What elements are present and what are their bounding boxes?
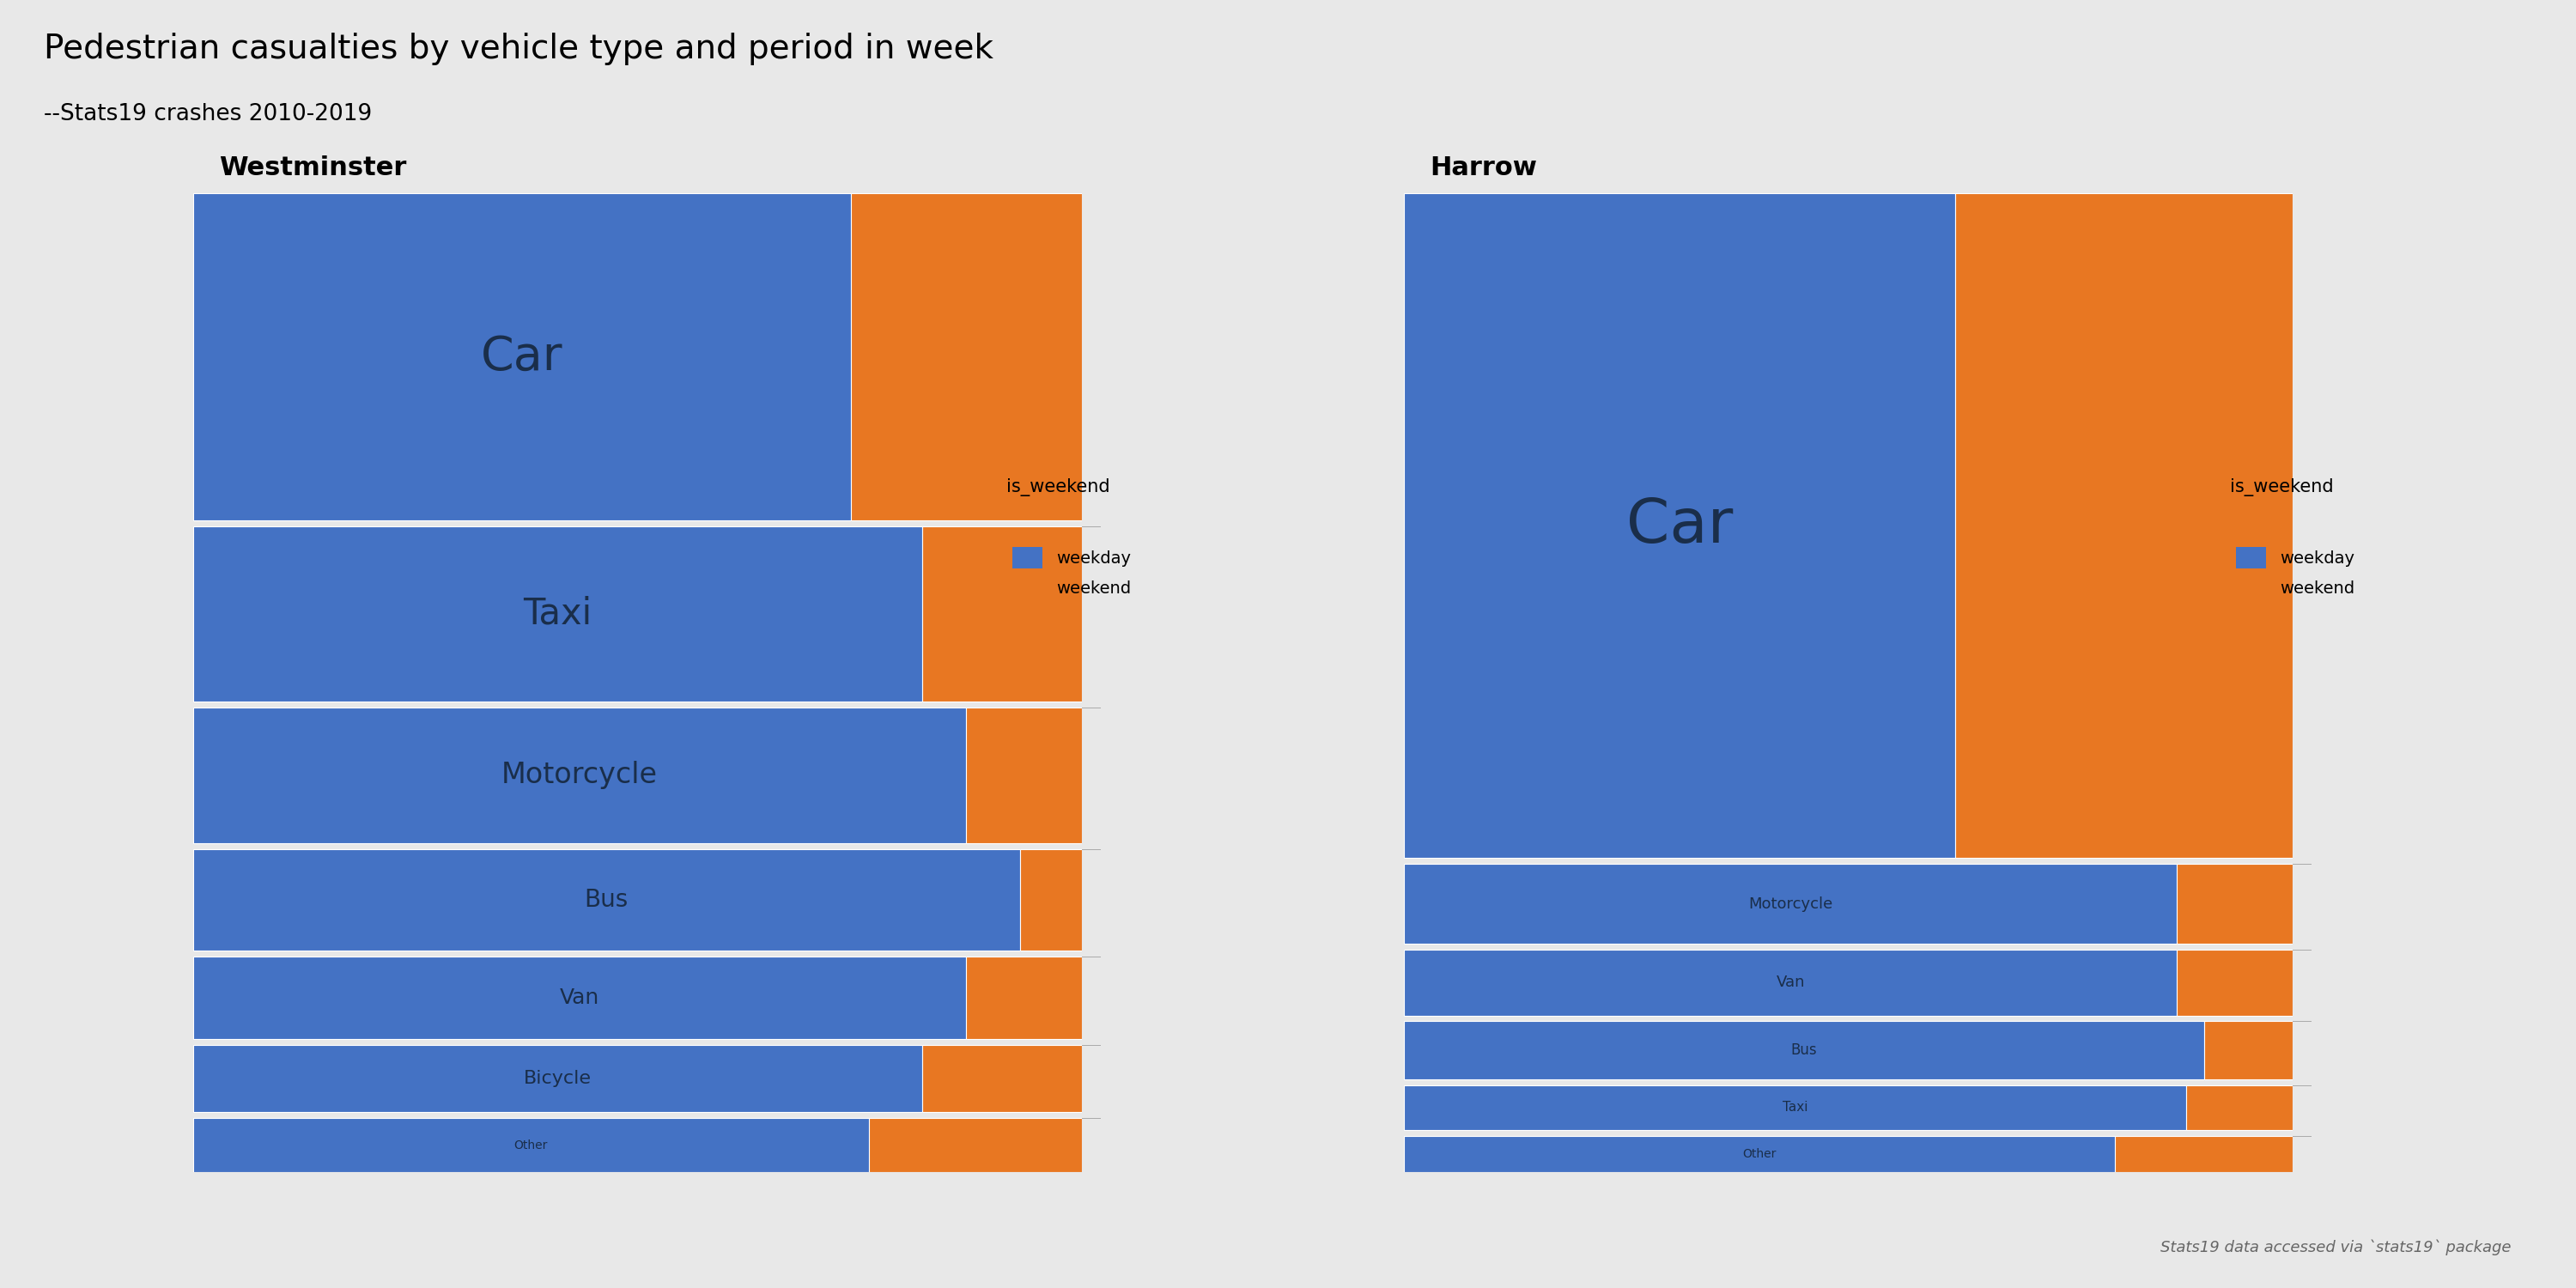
Legend: weekday, weekend: weekday, weekend	[1007, 540, 1139, 605]
Bar	[193, 707, 966, 844]
Bar	[2177, 864, 2293, 944]
Bar	[1404, 193, 1955, 858]
Bar	[966, 957, 1082, 1039]
Bar	[922, 1045, 1082, 1113]
Text: is_weekend: is_weekend	[2231, 478, 2334, 496]
Bar	[193, 526, 922, 701]
Legend: weekday, weekend: weekday, weekend	[2231, 540, 2362, 605]
Text: Bus: Bus	[1790, 1042, 1816, 1057]
Text: --Stats19 crashes 2010-2019: --Stats19 crashes 2010-2019	[44, 103, 371, 125]
Bar	[193, 1045, 922, 1113]
Text: Taxi: Taxi	[523, 595, 592, 631]
Bar	[1955, 193, 2293, 858]
Text: Car: Car	[1625, 496, 1734, 555]
Text: Westminster: Westminster	[219, 156, 407, 180]
Bar	[922, 526, 1082, 701]
Text: Stats19 data accessed via `stats19` package: Stats19 data accessed via `stats19` pack…	[2161, 1240, 2512, 1256]
Bar	[868, 1118, 1082, 1172]
Bar	[193, 1118, 868, 1172]
Text: Other: Other	[1741, 1148, 1777, 1160]
Text: Bus: Bus	[585, 887, 629, 912]
Text: Pedestrian casualties by vehicle type and period in week: Pedestrian casualties by vehicle type an…	[44, 32, 994, 64]
Text: Car: Car	[482, 334, 564, 380]
Text: is_weekend: is_weekend	[1007, 478, 1110, 496]
Bar	[193, 849, 1020, 951]
Text: Taxi: Taxi	[1783, 1101, 1808, 1114]
Text: Other: Other	[515, 1139, 549, 1151]
Bar	[1404, 1021, 2202, 1079]
Bar	[2115, 1136, 2293, 1172]
Bar	[1020, 849, 1082, 951]
Bar	[850, 193, 1082, 520]
Text: Van: Van	[1775, 975, 1806, 990]
Text: Motorcycle: Motorcycle	[502, 761, 657, 790]
Bar	[1404, 949, 2177, 1015]
Bar	[966, 707, 1082, 844]
Text: Van: Van	[559, 988, 600, 1009]
Text: Bicycle: Bicycle	[523, 1070, 592, 1087]
Bar	[2202, 1021, 2293, 1079]
Bar	[2177, 949, 2293, 1015]
Bar	[2187, 1084, 2293, 1130]
Bar	[193, 957, 966, 1039]
Bar	[193, 193, 850, 520]
Text: Motorcycle: Motorcycle	[1749, 896, 1832, 912]
Bar	[1404, 864, 2177, 944]
Bar	[1404, 1084, 2187, 1130]
Bar	[1404, 1136, 2115, 1172]
Text: Harrow: Harrow	[1430, 156, 1538, 180]
